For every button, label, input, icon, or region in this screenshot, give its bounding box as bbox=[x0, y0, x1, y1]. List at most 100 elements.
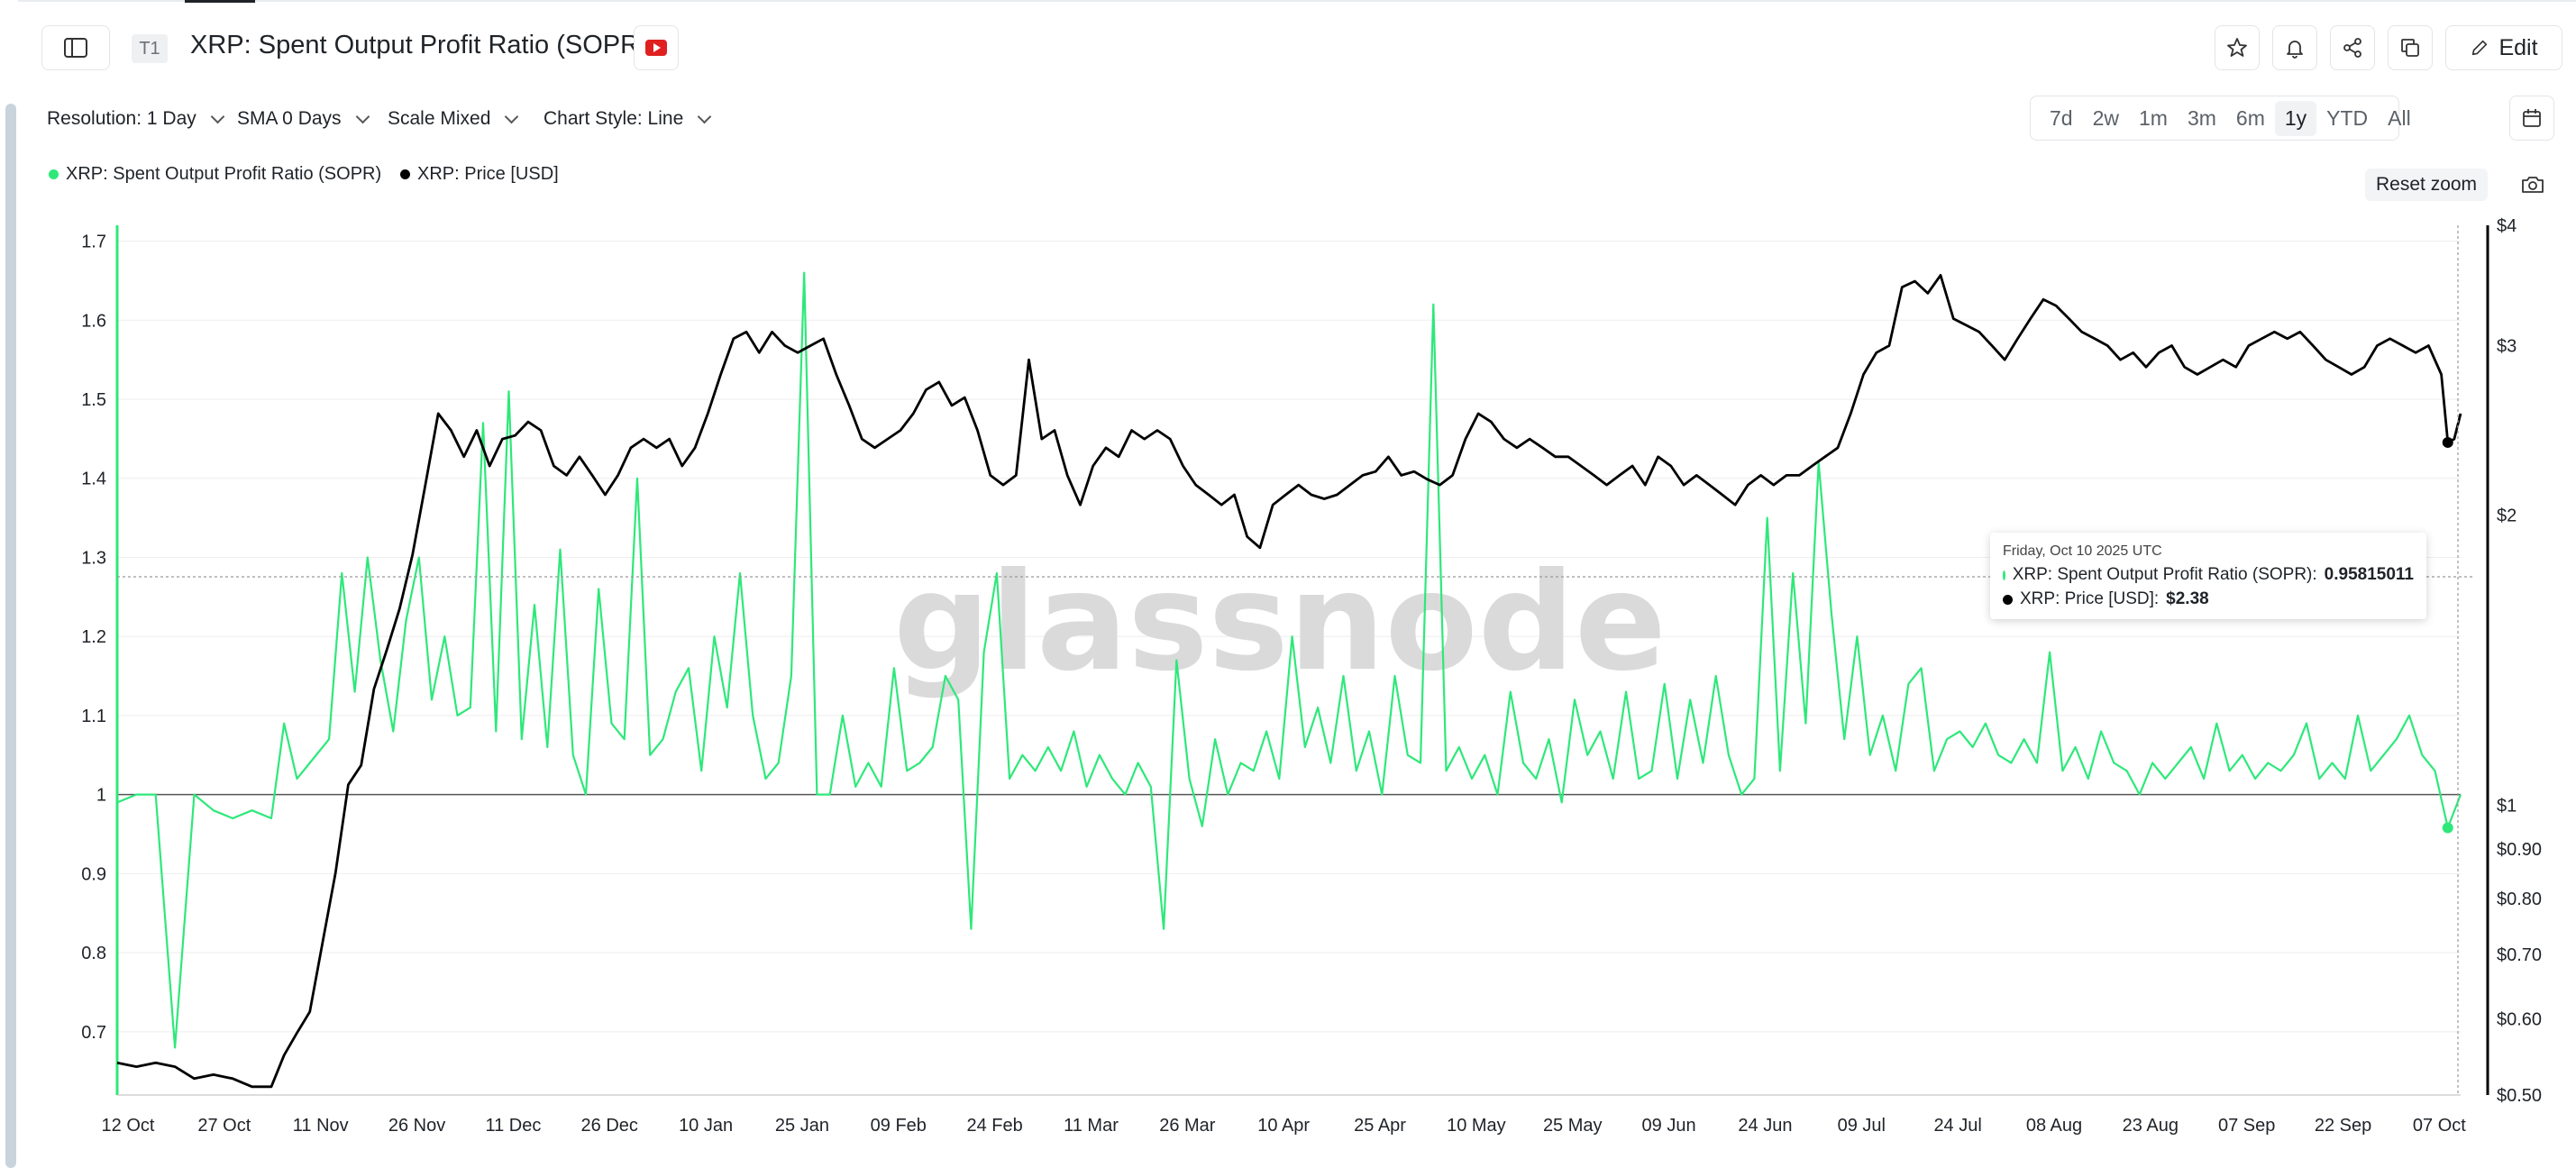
youtube-button[interactable] bbox=[634, 25, 679, 70]
x-tick-label: 11 Mar bbox=[1064, 1116, 1119, 1136]
share-button[interactable] bbox=[2330, 25, 2375, 70]
chart-tooltip: Friday, Oct 10 2025 UTC XRP: Spent Outpu… bbox=[1990, 533, 2426, 619]
tooltip-sopr-label: XRP: Spent Output Profit Ratio (SOPR): bbox=[2012, 565, 2317, 584]
y-tick-label: 1.3 bbox=[81, 548, 106, 568]
right-tick-label: $0.60 bbox=[2497, 1009, 2542, 1029]
x-tick-label: 10 Apr bbox=[1257, 1116, 1310, 1136]
right-tick-label: $0.90 bbox=[2497, 840, 2542, 860]
right-tick-label: $0.80 bbox=[2497, 890, 2542, 909]
page-title: XRP: Spent Output Profit Ratio (SOPR) bbox=[190, 31, 648, 59]
range-2w[interactable]: 2w bbox=[2092, 105, 2119, 130]
tooltip-sopr-row: XRP: Spent Output Profit Ratio (SOPR): 0.… bbox=[2003, 565, 2414, 585]
legend-item-price[interactable]: XRP: Price [USD] bbox=[400, 164, 559, 185]
range-all[interactable]: All bbox=[2388, 105, 2411, 130]
youtube-icon bbox=[645, 40, 667, 56]
sma-dropdown[interactable]: SMA 0 Days bbox=[237, 108, 370, 130]
tooltip-price-row: XRP: Price [USD]: $2.38 bbox=[2003, 589, 2414, 609]
edit-button[interactable]: Edit bbox=[2445, 25, 2562, 70]
range-ytd[interactable]: YTD bbox=[2326, 105, 2369, 130]
reset-zoom-button[interactable]: Reset zoom bbox=[2365, 169, 2489, 201]
bell-icon bbox=[2287, 41, 2303, 59]
edit-label: Edit bbox=[2498, 34, 2538, 60]
sopr-line bbox=[116, 271, 2462, 1049]
price-hover-point bbox=[2442, 436, 2453, 448]
right-tick-label: $0.50 bbox=[2497, 1086, 2542, 1106]
x-tick-label: 09 Jun bbox=[1642, 1116, 1696, 1136]
calendar-icon bbox=[2523, 109, 2541, 127]
scrollbar-thumb[interactable] bbox=[5, 104, 16, 1168]
x-tick-label: 26 Dec bbox=[581, 1116, 638, 1136]
star-icon bbox=[2227, 38, 2247, 57]
y-tick-label: 1 bbox=[96, 786, 106, 806]
sopr-dot bbox=[2003, 570, 2005, 580]
x-tick-label: 25 Jan bbox=[775, 1116, 829, 1136]
chart-style-dropdown[interactable]: Chart Style: Line bbox=[544, 108, 712, 130]
range-1y[interactable]: 1y bbox=[2274, 100, 2317, 136]
legend-label-price: XRP: Price [USD] bbox=[417, 164, 559, 184]
x-tick-label: 11 Nov bbox=[293, 1116, 349, 1136]
duplicate-button[interactable] bbox=[2388, 25, 2433, 70]
x-tick-label: 23 Aug bbox=[2123, 1116, 2179, 1136]
tier-badge: T1 bbox=[132, 34, 168, 63]
x-tick-label: 24 Jul bbox=[1933, 1116, 1981, 1136]
x-tick-label: 25 May bbox=[1543, 1116, 1603, 1136]
range-1m[interactable]: 1m bbox=[2139, 105, 2168, 130]
y-tick-label: 1.1 bbox=[81, 707, 106, 726]
copy-icon bbox=[2401, 39, 2419, 57]
y-tick-label: 0.9 bbox=[81, 864, 106, 884]
right-tick-label: $0.70 bbox=[2497, 945, 2542, 965]
watermark: glassnode bbox=[893, 544, 1667, 701]
x-tick-label: 08 Aug bbox=[2026, 1116, 2082, 1136]
camera-icon[interactable] bbox=[2521, 175, 2544, 195]
x-axis: 12 Oct 27 Oct 11 Nov 26 Nov 11 Dec 26 Dec 10 J… bbox=[102, 1094, 2466, 1136]
x-tick-label: 10 May bbox=[1447, 1116, 1506, 1136]
x-tick-label: 25 Apr bbox=[1354, 1116, 1406, 1136]
date-picker-button[interactable] bbox=[2509, 96, 2554, 141]
range-3m[interactable]: 3m bbox=[2187, 105, 2216, 130]
x-tick-label: 24 Feb bbox=[967, 1116, 1023, 1136]
y-tick-label: 0.8 bbox=[81, 944, 106, 963]
share-icon bbox=[2343, 38, 2361, 58]
sma-label: SMA 0 Days bbox=[237, 108, 342, 129]
resolution-label: Resolution: 1 Day bbox=[47, 108, 196, 129]
time-range-selector: 7d 2w 1m 3m 6m 1y YTD All bbox=[2030, 96, 2411, 141]
x-tick-label: 24 Jun bbox=[1738, 1116, 1792, 1136]
chart-style-label: Chart Style: Line bbox=[544, 108, 684, 129]
scale-dropdown[interactable]: Scale Mixed bbox=[388, 108, 519, 130]
y-tick-label: 1.5 bbox=[81, 390, 106, 410]
price-line bbox=[116, 274, 2462, 1089]
favorite-button[interactable] bbox=[2215, 25, 2260, 70]
legend-item-sopr[interactable]: XRP: Spent Output Profit Ratio (SOPR) bbox=[49, 164, 381, 185]
price-dot bbox=[2003, 594, 2013, 605]
top-divider bbox=[0, 0, 2576, 3]
y-tick-label: 1.4 bbox=[81, 470, 106, 489]
x-tick-label: 07 Oct bbox=[2413, 1116, 2466, 1136]
tooltip-price-value: $2.38 bbox=[2166, 589, 2209, 608]
pencil-icon bbox=[2472, 40, 2488, 56]
y-tick-label: 1.7 bbox=[81, 233, 106, 252]
right-axis: $4 $3 $2 $1 $0.90 $0.80 $0.70 $0.60 $0.50 bbox=[2486, 216, 2542, 1106]
tooltip-price-label: XRP: Price [USD]: bbox=[2020, 589, 2160, 608]
tooltip-date: Friday, Oct 10 2025 UTC bbox=[2003, 543, 2162, 559]
sopr-legend-dot bbox=[49, 169, 59, 179]
chart-series bbox=[116, 271, 2462, 1089]
left-axis: 1.7 1.6 1.5 1.4 1.3 1.2 1.1 1 0.9 0.8 0.7 bbox=[81, 233, 106, 1043]
legend-label-sopr: XRP: Spent Output Profit Ratio (SOPR) bbox=[66, 164, 382, 184]
right-tick-label: $1 bbox=[2497, 796, 2517, 816]
range-6m[interactable]: 6m bbox=[2235, 105, 2265, 130]
price-legend-dot bbox=[400, 169, 410, 179]
tooltip-sopr-value: 0.95815011 bbox=[2324, 565, 2414, 584]
right-tick-label: $2 bbox=[2497, 506, 2517, 526]
range-7d[interactable]: 7d bbox=[2050, 105, 2073, 130]
right-tick-label: $3 bbox=[2497, 337, 2517, 357]
y-tick-label: 1.6 bbox=[81, 311, 106, 331]
x-tick-label: 12 Oct bbox=[102, 1116, 155, 1136]
active-page-tab-indicator bbox=[185, 0, 255, 3]
x-tick-label: 26 Nov bbox=[388, 1116, 445, 1136]
left-scroll-track[interactable] bbox=[0, 0, 18, 1168]
toggle-sidebar-button[interactable] bbox=[41, 25, 110, 70]
resolution-dropdown[interactable]: Resolution: 1 Day bbox=[47, 108, 225, 130]
sopr-hover-point bbox=[2442, 822, 2453, 834]
alert-button[interactable] bbox=[2272, 25, 2317, 70]
